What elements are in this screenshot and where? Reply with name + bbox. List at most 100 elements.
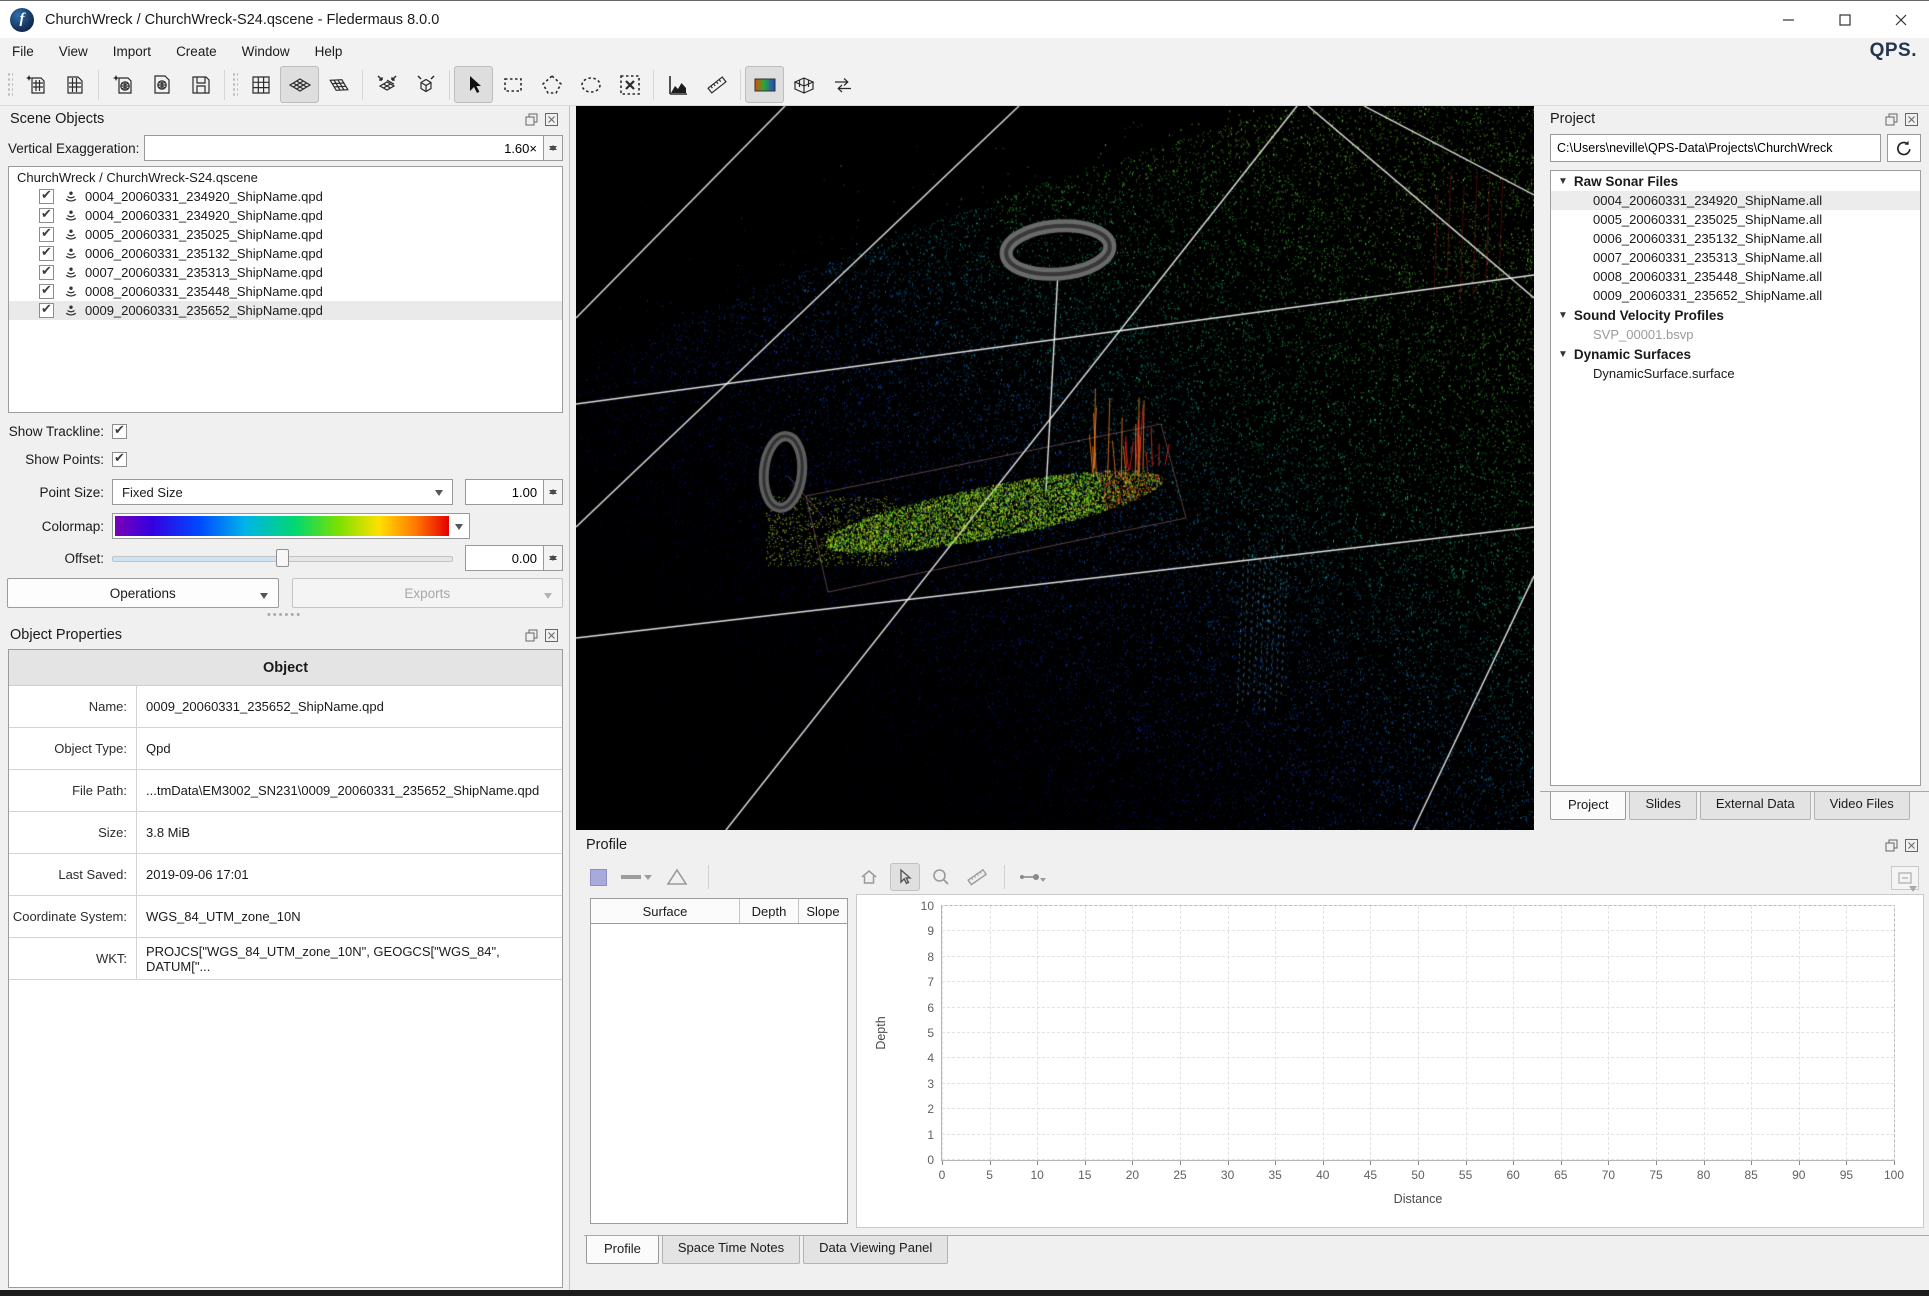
scene-object-row[interactable]: 0005_20060331_235025_ShipName.qpd bbox=[9, 225, 562, 244]
triangle-marker-icon[interactable] bbox=[666, 867, 688, 887]
point-size-stepper[interactable] bbox=[544, 479, 563, 505]
point-size-input[interactable] bbox=[465, 479, 545, 505]
panel-splitter[interactable]: •••••• bbox=[266, 609, 303, 621]
new-scene-button[interactable] bbox=[16, 66, 55, 103]
flat-surface-view-button[interactable] bbox=[280, 66, 319, 103]
maximize-button[interactable] bbox=[1817, 1, 1873, 39]
visibility-checkbox[interactable] bbox=[39, 244, 54, 261]
visibility-checkbox[interactable] bbox=[39, 225, 54, 242]
offset-stepper[interactable] bbox=[544, 545, 563, 571]
scene-object-row-selected[interactable]: 0009_20060331_235652_ShipName.qpd bbox=[9, 301, 562, 320]
color-swatch-button[interactable] bbox=[590, 868, 607, 886]
menu-window[interactable]: Window bbox=[241, 43, 290, 59]
project-file-row-selected[interactable]: 0004_20060331_234920_ShipName.all bbox=[1551, 191, 1920, 210]
tab-external-data[interactable]: External Data bbox=[1699, 792, 1811, 820]
zoom-button[interactable] bbox=[926, 863, 956, 891]
collapse-triangle-icon[interactable]: ▼ bbox=[1558, 309, 1568, 321]
scene-object-row[interactable]: 0006_20060331_235132_ShipName.qpd bbox=[9, 244, 562, 263]
point-series-button[interactable] bbox=[1017, 863, 1047, 891]
mesh-tool-button[interactable] bbox=[784, 66, 823, 103]
refresh-button[interactable] bbox=[1887, 134, 1921, 162]
save-button[interactable] bbox=[181, 66, 220, 103]
measure-tool-button[interactable] bbox=[697, 66, 736, 103]
project-group-dynamic-surfaces[interactable]: ▼ Dynamic Surfaces bbox=[1558, 346, 1691, 362]
select-cursor-button[interactable] bbox=[454, 66, 493, 103]
menu-import[interactable]: Import bbox=[112, 43, 152, 59]
toolbar-drag-handle[interactable] bbox=[232, 71, 238, 98]
polygon-select-button[interactable] bbox=[532, 66, 571, 103]
tab-video-files[interactable]: Video Files bbox=[1813, 792, 1910, 820]
tab-slides[interactable]: Slides bbox=[1629, 792, 1697, 820]
menu-create[interactable]: Create bbox=[176, 43, 217, 59]
slider-thumb[interactable] bbox=[275, 549, 289, 567]
colormap-tool-button[interactable] bbox=[745, 66, 784, 103]
float-panel-icon[interactable] bbox=[1884, 112, 1899, 127]
project-file-row[interactable]: SVP_00001.bsvp bbox=[1593, 327, 1694, 342]
visibility-checkbox[interactable] bbox=[39, 206, 54, 223]
project-file-row[interactable]: 0006_20060331_235132_ShipName.all bbox=[1593, 231, 1823, 246]
vertical-exaggeration-input[interactable] bbox=[144, 135, 544, 161]
column-slope[interactable]: Slope bbox=[806, 903, 840, 919]
point-size-dropdown[interactable]: Fixed Size bbox=[112, 479, 454, 505]
grid-view-button[interactable] bbox=[241, 66, 280, 103]
float-panel-icon[interactable] bbox=[524, 112, 539, 127]
project-file-row[interactable]: 0009_20060331_235652_ShipName.all bbox=[1593, 288, 1823, 303]
profile-tool-button[interactable] bbox=[658, 66, 697, 103]
scene-object-row[interactable]: 0007_20060331_235313_ShipName.qpd bbox=[9, 263, 562, 282]
legend-button[interactable] bbox=[1891, 866, 1919, 890]
profile-chart[interactable]: Depth Distance 0 5 10 15 20 25 30 35 40 45 50 55 60 6… bbox=[856, 894, 1924, 1228]
rotated-surface-view-button[interactable] bbox=[319, 66, 358, 103]
line-style-button[interactable] bbox=[621, 870, 652, 884]
tab-data-viewing-panel[interactable]: Data Viewing Panel bbox=[803, 1236, 949, 1264]
project-file-row[interactable]: 0007_20060331_235313_ShipName.all bbox=[1593, 250, 1823, 265]
profile-plot-area[interactable]: Depth Distance 0 5 10 15 20 25 30 35 40 45 50 55 60 6… bbox=[874, 899, 1904, 1206]
minimize-button[interactable] bbox=[1761, 1, 1817, 39]
swap-views-button[interactable] bbox=[823, 66, 862, 103]
menu-help[interactable]: Help bbox=[314, 43, 343, 59]
toolbar-drag-handle[interactable] bbox=[7, 71, 13, 98]
visibility-checkbox[interactable] bbox=[39, 301, 54, 318]
column-depth[interactable]: Depth bbox=[740, 899, 799, 923]
float-panel-icon[interactable] bbox=[1884, 838, 1899, 853]
scene-object-row[interactable]: 0004_20060331_234920_ShipName.qpd bbox=[9, 206, 562, 225]
float-panel-icon[interactable] bbox=[524, 628, 539, 643]
measure-button[interactable] bbox=[962, 863, 992, 891]
scene-object-row[interactable]: 0004_20060331_234920_ShipName.qpd bbox=[9, 187, 562, 206]
menu-file[interactable]: File bbox=[12, 43, 34, 59]
close-button[interactable] bbox=[1873, 1, 1929, 39]
offset-input[interactable] bbox=[465, 545, 544, 571]
project-group-svp[interactable]: ▼ Sound Velocity Profiles bbox=[1558, 307, 1724, 323]
visibility-checkbox[interactable] bbox=[39, 263, 54, 280]
project-path-input[interactable] bbox=[1550, 134, 1881, 162]
project-file-row[interactable]: 0005_20060331_235025_ShipName.all bbox=[1593, 212, 1823, 227]
tab-profile[interactable]: Profile bbox=[586, 1236, 659, 1264]
column-surface[interactable]: Surface bbox=[591, 899, 740, 923]
collapse-triangle-icon[interactable]: ▼ bbox=[1558, 348, 1568, 360]
scene-3d-canvas[interactable] bbox=[576, 106, 1534, 830]
colormap-dropdown[interactable] bbox=[112, 513, 470, 539]
close-panel-icon[interactable] bbox=[1904, 112, 1919, 127]
close-panel-icon[interactable] bbox=[544, 628, 559, 643]
fit-to-grid-button[interactable] bbox=[367, 66, 406, 103]
scene-3d-viewport[interactable] bbox=[576, 106, 1534, 830]
tab-project[interactable]: Project bbox=[1550, 792, 1627, 820]
scene-tree-root[interactable]: ChurchWreck / ChurchWreck-S24.qscene bbox=[17, 170, 258, 185]
home-view-button[interactable] bbox=[854, 863, 884, 891]
show-trackline-checkbox[interactable] bbox=[112, 422, 127, 439]
clear-selection-button[interactable] bbox=[610, 66, 649, 103]
bounding-box-button[interactable] bbox=[406, 66, 445, 103]
collapse-triangle-icon[interactable]: ▼ bbox=[1558, 175, 1568, 187]
visibility-checkbox[interactable] bbox=[39, 282, 54, 299]
close-panel-icon[interactable] bbox=[544, 112, 559, 127]
lasso-select-button[interactable] bbox=[571, 66, 610, 103]
project-group-raw-sonar[interactable]: ▼ Raw Sonar Files bbox=[1558, 173, 1679, 189]
operations-button[interactable]: Operations bbox=[7, 578, 279, 608]
show-points-checkbox[interactable] bbox=[112, 450, 127, 467]
vertical-exaggeration-stepper[interactable] bbox=[544, 135, 563, 161]
cursor-select-button[interactable] bbox=[890, 863, 920, 891]
project-file-row[interactable]: 0008_20060331_235448_ShipName.all bbox=[1593, 269, 1823, 284]
tab-space-time-notes[interactable]: Space Time Notes bbox=[661, 1236, 801, 1264]
offset-slider[interactable] bbox=[112, 549, 453, 567]
project-file-row[interactable]: DynamicSurface.surface bbox=[1593, 366, 1735, 381]
close-panel-icon[interactable] bbox=[1904, 838, 1919, 853]
